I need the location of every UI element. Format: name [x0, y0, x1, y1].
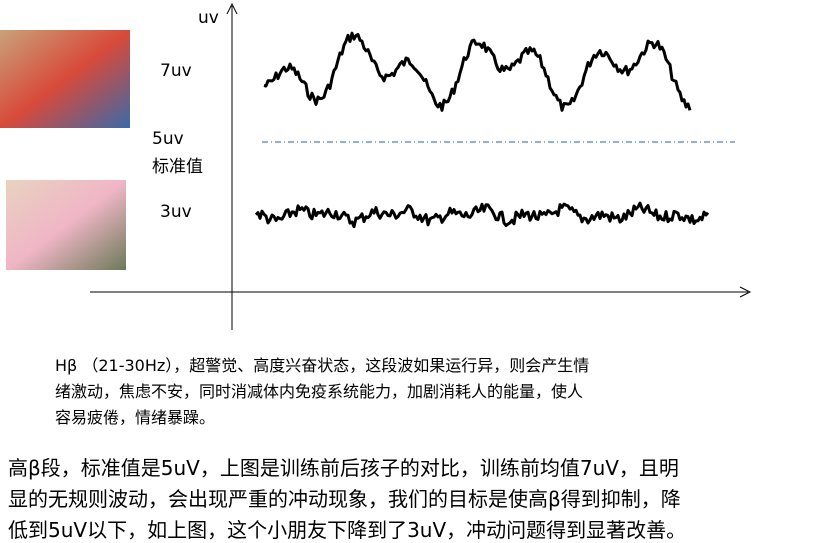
level-label: 3uv	[160, 202, 192, 222]
level-label: 7uv	[160, 61, 192, 81]
description-line: Hβ （21-30Hz），超警觉、高度兴奋状态，这段波如果运行异，则会产生情	[55, 356, 590, 375]
photo-before	[0, 30, 130, 128]
description-line: 绪激动，焦虑不安，同时消减体内免疫系统能力，加剧消耗人的能量，使人	[55, 382, 584, 401]
y-arrow	[226, 2, 238, 15]
wave-before	[263, 31, 692, 112]
summary-line: 低到5uV以下，如上图，这个小朋友下降到了3uV，冲动问题得到显著改善。	[8, 518, 687, 542]
summary-line: 高β段，标准值是5uV，上图是训练前后孩子的对比，训练前均值7uV，且明	[8, 456, 679, 480]
wave-after	[254, 201, 710, 229]
description-line: 容易疲倦，情绪暴躁。	[55, 408, 216, 427]
level-label: 标准值	[152, 157, 203, 177]
x-arrow	[739, 286, 752, 298]
level-label: 5uv	[152, 129, 184, 149]
axis-label: uv	[198, 8, 219, 28]
summary-line: 显的无规则波动，会出现严重的冲动现象，我们的目标是使高β得到抑制，降	[8, 487, 681, 511]
photo-after	[6, 180, 126, 270]
